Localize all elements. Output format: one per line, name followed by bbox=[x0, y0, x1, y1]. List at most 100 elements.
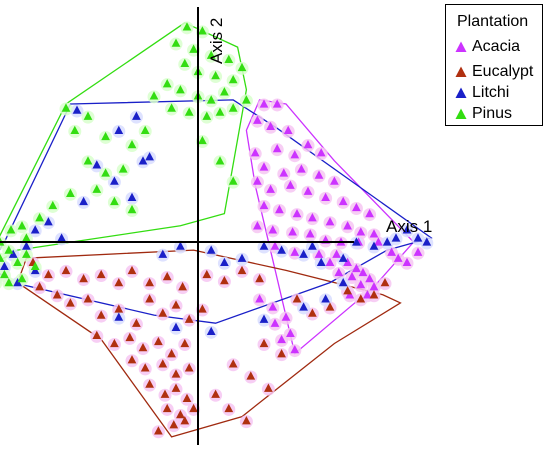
point-pinus-26 bbox=[101, 131, 110, 141]
x-axis-label: Axis 1 bbox=[386, 217, 432, 236]
point-litchi-27 bbox=[316, 257, 326, 266]
point-acacia-18 bbox=[303, 186, 313, 195]
point-acacia-51 bbox=[363, 290, 372, 299]
point-acacia-21 bbox=[352, 202, 361, 212]
point-acacia-34 bbox=[305, 229, 315, 238]
point-acacia-59 bbox=[277, 334, 286, 344]
point-pinus-10 bbox=[228, 75, 238, 84]
point-eucalypt-47 bbox=[154, 426, 163, 435]
point-acacia-26 bbox=[308, 213, 317, 222]
point-litchi-11 bbox=[57, 233, 66, 242]
point-litchi-7 bbox=[138, 156, 148, 165]
point-eucalypt-43 bbox=[176, 409, 185, 419]
point-acacia-23 bbox=[259, 200, 269, 210]
point-eucalypt-58 bbox=[325, 302, 335, 311]
point-acacia-7 bbox=[250, 148, 260, 157]
point-pinus-54 bbox=[215, 156, 225, 165]
point-pinus-5 bbox=[224, 54, 234, 63]
point-acacia-4 bbox=[283, 125, 293, 135]
point-pinus-45 bbox=[0, 269, 9, 279]
point-litchi-0 bbox=[72, 105, 82, 114]
point-pinus-6 bbox=[237, 62, 247, 72]
point-litchi-4 bbox=[92, 160, 102, 169]
point-pinus-9 bbox=[211, 70, 220, 80]
point-pinus-55 bbox=[228, 176, 238, 185]
point-eucalypt-15 bbox=[52, 290, 62, 299]
point-acacia-25 bbox=[292, 208, 302, 218]
halo-layer bbox=[0, 21, 434, 439]
point-acacia-52 bbox=[369, 282, 379, 291]
point-litchi-33 bbox=[402, 225, 412, 234]
point-eucalypt-24 bbox=[184, 314, 194, 323]
point-acacia-10 bbox=[259, 162, 269, 171]
point-acacia-32 bbox=[268, 225, 278, 234]
point-pinus-21 bbox=[228, 103, 238, 112]
point-acacia-17 bbox=[286, 180, 295, 189]
point-litchi-20 bbox=[206, 245, 216, 254]
legend-marker-acacia bbox=[455, 41, 467, 52]
point-litchi-35 bbox=[422, 237, 432, 246]
point-eucalypt-4 bbox=[96, 269, 106, 279]
legend-marker-eucalypt bbox=[455, 66, 467, 77]
point-acacia-30 bbox=[369, 229, 379, 238]
point-pinus-4 bbox=[206, 50, 216, 59]
point-litchi-12 bbox=[22, 241, 31, 250]
point-litchi-19 bbox=[176, 241, 185, 250]
point-eucalypt-3 bbox=[79, 273, 88, 283]
point-pinus-39 bbox=[6, 225, 16, 234]
point-litchi-28 bbox=[338, 253, 348, 262]
point-eucalypt-23 bbox=[171, 300, 181, 309]
legend-label-pinus: Pinus bbox=[472, 105, 513, 122]
point-acacia-1 bbox=[272, 99, 282, 108]
legend-marker-litchi bbox=[455, 87, 467, 98]
point-eucalypt-53 bbox=[264, 383, 273, 392]
point-pinus-51 bbox=[17, 273, 27, 283]
point-pinus-22 bbox=[242, 95, 251, 104]
point-pinus-20 bbox=[215, 107, 225, 116]
point-litchi-8 bbox=[79, 196, 88, 206]
point-litchi-26 bbox=[308, 241, 317, 250]
point-pinus-50 bbox=[4, 278, 14, 287]
point-layer bbox=[0, 22, 432, 435]
point-eucalypt-38 bbox=[145, 379, 154, 388]
point-eucalypt-17 bbox=[83, 294, 93, 303]
point-eucalypt-19 bbox=[114, 304, 124, 313]
point-eucalypt-9 bbox=[178, 282, 187, 291]
point-litchi-21 bbox=[220, 257, 229, 266]
point-acacia-61 bbox=[387, 247, 396, 256]
point-acacia-58 bbox=[286, 328, 295, 338]
point-acacia-38 bbox=[374, 237, 383, 246]
point-acacia-44 bbox=[352, 263, 361, 273]
point-litchi-6 bbox=[127, 192, 137, 202]
point-acacia-0 bbox=[259, 99, 269, 108]
point-pinus-14 bbox=[206, 95, 216, 104]
point-acacia-31 bbox=[253, 221, 262, 230]
point-pinus-24 bbox=[83, 111, 93, 120]
point-pinus-43 bbox=[0, 253, 5, 262]
point-eucalypt-22 bbox=[158, 308, 168, 317]
legend-title: Plantation bbox=[457, 13, 529, 30]
point-acacia-54 bbox=[255, 294, 264, 303]
point-pinus-40 bbox=[22, 233, 31, 242]
point-acacia-19 bbox=[321, 192, 330, 202]
point-litchi-24 bbox=[277, 245, 286, 254]
point-eucalypt-29 bbox=[138, 342, 148, 352]
legend-item-acacia: Acacia bbox=[454, 38, 520, 56]
point-acacia-13 bbox=[314, 170, 324, 179]
point-pinus-7 bbox=[180, 58, 190, 68]
point-eucalypt-45 bbox=[169, 420, 179, 429]
point-eucalypt-30 bbox=[154, 336, 163, 346]
point-litchi-5 bbox=[110, 176, 119, 185]
legend-label-acacia: Acacia bbox=[472, 38, 521, 55]
point-acacia-8 bbox=[272, 144, 282, 153]
point-eucalypt-10 bbox=[202, 269, 212, 279]
point-eucalypt-27 bbox=[110, 338, 119, 348]
point-acacia-50 bbox=[356, 280, 366, 289]
point-eucalypt-33 bbox=[127, 355, 137, 364]
point-eucalypt-59 bbox=[343, 286, 352, 295]
point-pinus-48 bbox=[30, 261, 40, 271]
point-acacia-56 bbox=[281, 312, 291, 321]
point-pinus-30 bbox=[101, 168, 110, 177]
point-litchi-22 bbox=[237, 253, 247, 262]
legend-marker-pinus bbox=[455, 108, 467, 119]
